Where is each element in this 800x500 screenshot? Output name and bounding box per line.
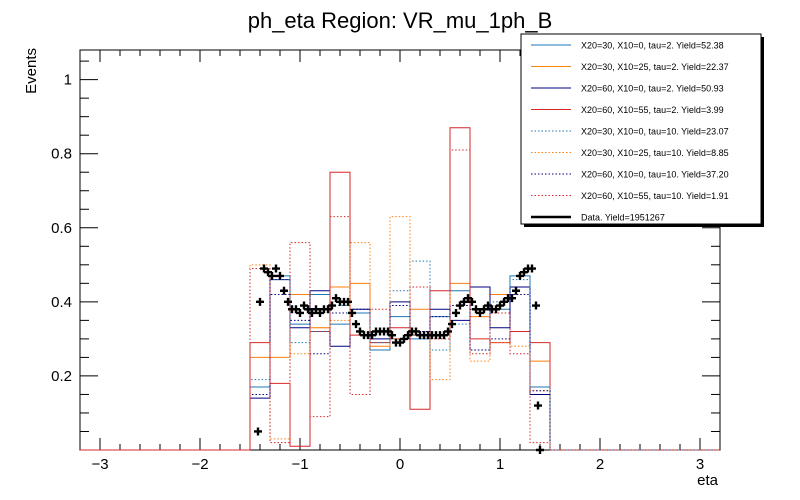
data-point (536, 446, 544, 454)
data-point (388, 331, 396, 340)
legend-box (520, 33, 762, 225)
x-tick-label: −3 (91, 456, 108, 473)
legend-label: X20=60, X10=0, tau=10. Yield=37.20 (581, 170, 729, 180)
series-step-line (80, 149, 720, 451)
series-7 (80, 293, 720, 451)
y-tick-label: 0.6 (51, 220, 72, 237)
data-point (528, 264, 536, 273)
x-axis-label: eta (697, 472, 719, 489)
series-step-line (80, 293, 720, 451)
data-point (276, 271, 284, 280)
data-point (280, 286, 288, 295)
legend-label: X20=60, X10=0, tau=2. Yield=50.93 (581, 84, 724, 94)
data-point (296, 308, 304, 317)
data-point (534, 401, 542, 410)
series-step-line (80, 282, 720, 451)
x-tick-label: −1 (291, 456, 308, 473)
data-point (256, 297, 264, 306)
x-tick-label: 3 (696, 456, 704, 473)
data-point (328, 301, 336, 310)
data-points-layer (254, 264, 544, 454)
legend-label: X20=30, X10=0, tau=2. Yield=52.38 (581, 41, 724, 51)
y-tick-label: 1 (64, 72, 72, 89)
data-point (512, 286, 520, 295)
y-axis-label: Events (23, 48, 40, 94)
series-step-line (80, 260, 720, 451)
legend-label: X20=30, X10=25, tau=2. Yield=22.37 (581, 62, 729, 72)
data-point (444, 327, 452, 336)
data-point (352, 320, 360, 329)
y-tick-label: 0.4 (51, 294, 72, 311)
x-tick-label: −2 (191, 456, 208, 473)
data-point (348, 308, 356, 317)
legend-label: X20=60, X10=55, tau=10. Yield=1.91 (581, 191, 729, 201)
data-point (452, 308, 460, 317)
axes: −3 −2 −1 0 1 2 3 0.2 0.4 0.6 0.8 1 (51, 50, 721, 473)
data-point (448, 320, 456, 329)
x-tick-label: 2 (596, 456, 604, 473)
legend: X20=30, X10=0, tau=2. Yield=52.38 X20=30,… (520, 33, 764, 227)
y-tick-label: 0.2 (51, 368, 72, 385)
series-step-line (80, 216, 720, 451)
data-point (508, 294, 516, 303)
legend-label: X20=60, X10=55, tau=2. Yield=3.99 (581, 105, 724, 115)
data-point (468, 297, 476, 306)
x-tick-label: 0 (396, 456, 404, 473)
data-point (284, 297, 292, 306)
chart-title: ph_eta Region: VR_mu_1ph_B (248, 8, 553, 33)
series-2 (80, 282, 720, 451)
legend-label: X20=30, X10=0, tau=10. Yield=23.07 (581, 127, 729, 137)
series-5 (80, 260, 720, 451)
data-point (254, 427, 262, 436)
legend-label: Data. Yield=1951267 (581, 213, 665, 223)
series-6 (80, 216, 720, 451)
y-tick-label: 0.8 (51, 146, 72, 163)
data-point (272, 264, 280, 273)
series-8 (80, 149, 720, 451)
data-point (268, 271, 276, 280)
data-point (344, 297, 352, 306)
series-layer (80, 127, 720, 451)
x-tick-label: 1 (496, 456, 504, 473)
data-point (532, 301, 540, 310)
legend-label: X20=30, X10=25, tau=10. Yield=8.85 (581, 148, 729, 158)
